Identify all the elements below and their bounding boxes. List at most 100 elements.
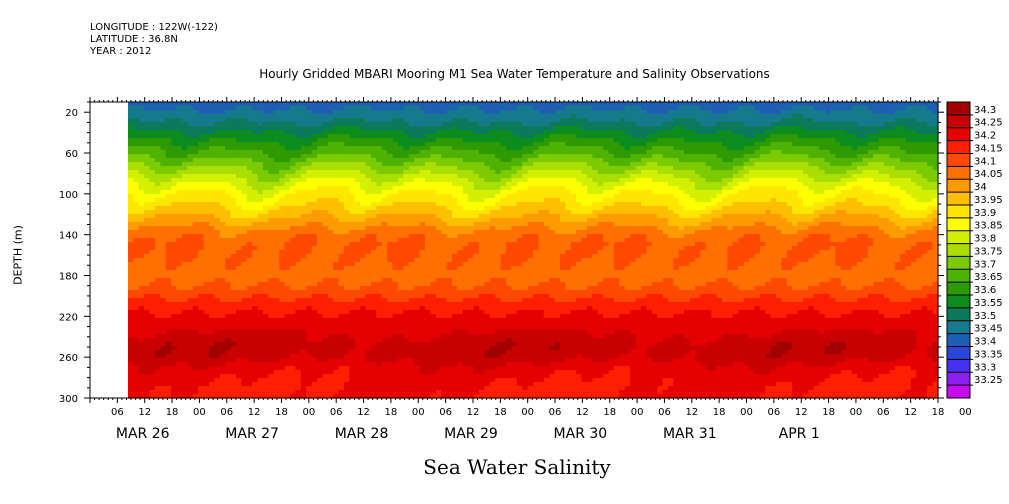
colorbar-label: 33.9 <box>974 208 996 219</box>
colorbar-label: 33.65 <box>974 272 1003 283</box>
x-axis-label: Sea Water Salinity <box>423 455 611 479</box>
colorbar-swatch <box>947 256 970 270</box>
x-hour-label: 18 <box>166 407 179 418</box>
colorbar-swatch <box>947 114 970 129</box>
x-hour-label: 18 <box>494 407 507 418</box>
x-hour-label: 06 <box>549 407 562 418</box>
colorbar-swatch <box>947 359 970 373</box>
colorbar-label: 33.5 <box>974 311 996 322</box>
colorbar-label: 34.2 <box>974 131 996 142</box>
colorbar-label: 34.15 <box>974 143 1003 154</box>
colorbar-swatch <box>947 127 970 142</box>
latitude-text: LATITUDE : 36.8N <box>90 34 178 45</box>
x-hour-label: 12 <box>357 407 370 418</box>
colorbar-swatch <box>947 192 970 206</box>
y-tick-label: 260 <box>59 353 78 364</box>
colorbar-swatch <box>947 243 970 257</box>
x-hour-label: 00 <box>959 407 972 418</box>
colorbar-swatch <box>947 153 970 167</box>
x-hour-label: 18 <box>385 407 398 418</box>
x-hour-label: 12 <box>685 407 698 418</box>
x-day-label: APR 1 <box>779 426 820 442</box>
x-hour-label: 06 <box>111 407 124 418</box>
colorbar-swatch <box>947 140 970 154</box>
colorbar: 34.3 34.25 34.234.15 34.1 34.05 34 33.95 33.9 33… <box>946 101 1003 399</box>
colorbar-swatch <box>947 282 970 296</box>
colorbar-swatch <box>947 217 970 232</box>
x-hour-label: 06 <box>658 407 671 418</box>
colorbar-label: 33.6 <box>974 285 996 296</box>
colorbar-label: 34.05 <box>974 169 1003 180</box>
y-axis: 20 60 100 140 180 220 260 300 <box>59 101 944 405</box>
colorbar-swatch <box>947 385 970 399</box>
colorbar-label: 34.3 <box>974 105 996 116</box>
y-tick-label: 140 <box>59 231 78 242</box>
y-tick-label: 20 <box>65 108 78 119</box>
colorbar-label: 33.95 <box>974 195 1003 206</box>
y-tick-label: 300 <box>59 394 78 405</box>
colorbar-swatch <box>947 295 970 309</box>
x-hour-label: 12 <box>795 407 808 418</box>
x-hour-label: 00 <box>631 407 644 418</box>
colorbar-swatch <box>947 346 970 360</box>
x-hour-label: 00 <box>740 407 753 418</box>
x-hour-label: 00 <box>412 407 425 418</box>
location-metadata: LONGITUDE : 122W(-122) LATITUDE : 36.8N … <box>90 22 218 58</box>
colorbar-swatch <box>947 102 970 116</box>
colorbar-label: 33.35 <box>974 349 1003 360</box>
colorbar-swatch <box>947 179 970 193</box>
plot-area <box>90 102 939 399</box>
colorbar-label: 33.55 <box>974 298 1003 309</box>
colorbar-label: 33.25 <box>974 375 1003 386</box>
y-tick-label: 180 <box>59 272 78 283</box>
colorbar-label: 34.25 <box>974 118 1003 129</box>
colorbar-label: 33.7 <box>974 259 996 270</box>
y-tick-label: 60 <box>65 149 78 160</box>
x-hour-label: 18 <box>822 407 835 418</box>
colorbar-swatch <box>947 320 970 335</box>
x-day-label: MAR 27 <box>225 426 279 442</box>
x-hour-label: 18 <box>603 407 616 418</box>
x-hour-label: 18 <box>932 407 945 418</box>
colorbar-swatch <box>947 204 970 219</box>
x-hour-label: 06 <box>330 407 343 418</box>
x-hour-label: 12 <box>467 407 480 418</box>
x-hour-label: 06 <box>877 407 890 418</box>
colorbar-label: 33.75 <box>974 246 1003 257</box>
x-hour-label: 00 <box>302 407 315 418</box>
colorbar-label: 33.3 <box>974 362 996 373</box>
x-hour-label: 18 <box>275 407 288 418</box>
x-axis: 06 12 18 00 06 12 18 00 06 12 18 00 06 12 18 00 06 12 18 00… <box>89 97 972 442</box>
colorbar-swatch <box>947 166 970 180</box>
year-text: YEAR : 2012 <box>90 46 152 57</box>
x-hour-label: 00 <box>193 407 206 418</box>
colorbar-label: 33.8 <box>974 234 996 245</box>
colorbar-swatch <box>947 333 970 348</box>
colorbar-swatch <box>947 269 970 283</box>
y-tick-label: 100 <box>59 190 78 201</box>
colorbar-swatch <box>947 372 970 386</box>
colorbar-label: 34 <box>974 182 987 193</box>
colorbar-label: 33.85 <box>974 221 1003 232</box>
colorbar-swatch <box>947 230 970 245</box>
x-hour-label: 06 <box>768 407 781 418</box>
y-tick-label: 220 <box>59 312 78 323</box>
colorbar-label: 34.1 <box>974 156 996 167</box>
x-hour-label: 00 <box>850 407 863 418</box>
x-hour-label: 00 <box>521 407 534 418</box>
x-day-label: MAR 28 <box>335 426 389 442</box>
x-day-label: MAR 30 <box>554 426 608 442</box>
x-hour-label: 06 <box>439 407 452 418</box>
x-day-label: MAR 31 <box>663 426 717 442</box>
colorbar-label: 33.45 <box>974 324 1003 335</box>
x-day-label: MAR 26 <box>116 426 170 442</box>
colorbar-swatch <box>947 307 970 322</box>
x-hour-label: 12 <box>138 407 151 418</box>
colorbar-label: 33.4 <box>974 337 996 348</box>
x-day-label: MAR 29 <box>444 426 498 442</box>
x-hour-label: 12 <box>904 407 917 418</box>
longitude-text: LONGITUDE : 122W(-122) <box>90 22 218 33</box>
x-hour-label: 06 <box>220 407 233 418</box>
x-hour-label: 12 <box>248 407 261 418</box>
